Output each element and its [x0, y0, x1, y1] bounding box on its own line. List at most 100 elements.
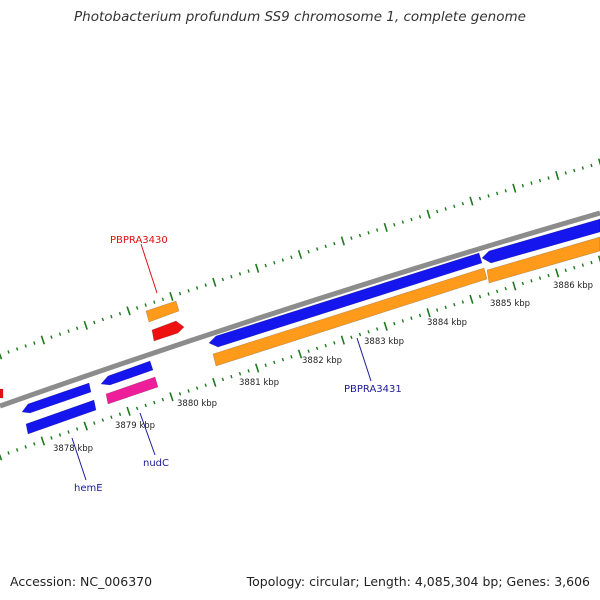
minor-tick	[204, 283, 207, 287]
minor-tick	[204, 383, 207, 387]
minor-tick	[135, 406, 139, 411]
major-tick	[297, 349, 303, 359]
minor-tick	[410, 316, 413, 320]
minor-tick	[487, 292, 490, 296]
gene-label-hemE[interactable]: hemE	[74, 483, 103, 494]
gene-label-PBPRA3430[interactable]: PBPRA3430	[110, 235, 168, 246]
minor-tick	[367, 330, 370, 334]
minor-tick	[153, 300, 156, 304]
major-tick	[83, 421, 88, 431]
minor-tick	[376, 327, 379, 331]
tick-label: 3884 kbp	[427, 318, 467, 328]
minor-tick	[7, 350, 10, 354]
tick-label: 3886 kbp	[553, 281, 593, 291]
minor-tick	[393, 321, 396, 326]
major-tick	[597, 158, 600, 166]
tick-label: 3882 kbp	[302, 356, 342, 366]
major-tick	[169, 392, 174, 402]
minor-tick	[58, 332, 62, 336]
minor-tick	[7, 451, 10, 455]
gene-feature-edge-red[interactable]	[0, 388, 4, 399]
minor-tick	[350, 236, 353, 240]
tick-label: 3879 kbp	[115, 421, 155, 431]
minor-tick	[444, 305, 447, 310]
major-tick	[555, 268, 560, 278]
upper-tick-track	[0, 158, 600, 360]
gene-feature-3877a[interactable]	[21, 382, 92, 414]
gene-feature-3432[interactable]	[481, 218, 600, 264]
map-title: Photobacterium profundum SS9 chromosome …	[74, 9, 526, 25]
gene-feature-3429[interactable]	[145, 300, 180, 323]
minor-tick	[521, 281, 524, 286]
minor-tick	[444, 207, 447, 211]
minor-tick	[75, 427, 79, 431]
minor-tick	[290, 355, 293, 359]
minor-tick	[521, 183, 524, 188]
genome-summary-text: Topology: circular; Length: 4,085,304 bp…	[246, 574, 590, 589]
minor-tick	[324, 343, 327, 348]
minor-tick	[564, 268, 567, 273]
minor-tick	[453, 302, 456, 307]
tick-label: 3880 kbp	[177, 399, 217, 409]
minor-tick	[247, 369, 250, 373]
minor-tick	[461, 300, 464, 304]
minor-tick	[324, 244, 327, 249]
minor-tick	[118, 412, 122, 417]
minor-tick	[496, 289, 499, 294]
gene-feature-PBPRA3431[interactable]	[212, 267, 488, 367]
minor-tick	[33, 442, 36, 446]
gene-feature-PBPRA3430[interactable]	[151, 320, 185, 342]
minor-tick	[590, 260, 593, 265]
minor-tick	[358, 332, 362, 337]
gene-feature-3433[interactable]	[486, 236, 600, 284]
minor-tick	[307, 249, 310, 254]
minor-tick	[401, 319, 404, 323]
minor-tick	[15, 448, 19, 452]
tick-label: 3878 kbp	[53, 444, 93, 454]
minor-tick	[307, 349, 310, 353]
major-tick	[297, 249, 303, 260]
major-tick	[169, 291, 174, 301]
minor-tick	[564, 171, 567, 175]
minor-tick	[504, 286, 507, 291]
minor-tick	[478, 196, 482, 201]
minor-tick	[538, 276, 542, 280]
gene-label-PBPRA3431[interactable]: PBPRA3431	[344, 384, 402, 395]
gene-label-nudC[interactable]: nudC	[143, 458, 169, 469]
major-tick	[40, 436, 46, 446]
minor-tick	[530, 279, 533, 283]
minor-tick	[230, 374, 233, 379]
minor-tick	[281, 357, 285, 362]
minor-tick	[573, 168, 576, 173]
major-tick	[40, 335, 46, 345]
minor-tick	[161, 297, 165, 302]
minor-tick	[101, 418, 105, 422]
major-tick	[383, 222, 388, 232]
major-tick	[0, 352, 3, 360]
major-tick	[512, 183, 517, 193]
major-tick	[126, 406, 131, 416]
gene-features	[0, 218, 600, 435]
gene-feature-3431-upper[interactable]	[208, 252, 483, 348]
minor-tick	[581, 166, 584, 170]
minor-tick	[230, 274, 233, 279]
gene-feature-3879a[interactable]	[100, 360, 154, 386]
minor-tick	[118, 311, 122, 316]
minor-tick	[453, 204, 456, 209]
gene-feature-hemE[interactable]	[25, 399, 97, 435]
major-tick	[383, 321, 388, 331]
minor-tick	[187, 289, 190, 293]
major-tick	[126, 306, 131, 316]
minor-tick	[24, 344, 27, 348]
tick-label: 3883 kbp	[364, 337, 404, 347]
tick-label: 3885 kbp	[490, 299, 530, 309]
minor-tick	[316, 247, 319, 251]
minor-tick	[135, 306, 139, 310]
gene-feature-nudC[interactable]	[105, 376, 159, 405]
major-tick	[83, 320, 88, 330]
minor-tick	[538, 178, 542, 183]
minor-tick	[333, 241, 336, 246]
minor-tick	[436, 209, 439, 214]
minor-tick	[101, 317, 105, 322]
major-tick	[469, 196, 474, 206]
